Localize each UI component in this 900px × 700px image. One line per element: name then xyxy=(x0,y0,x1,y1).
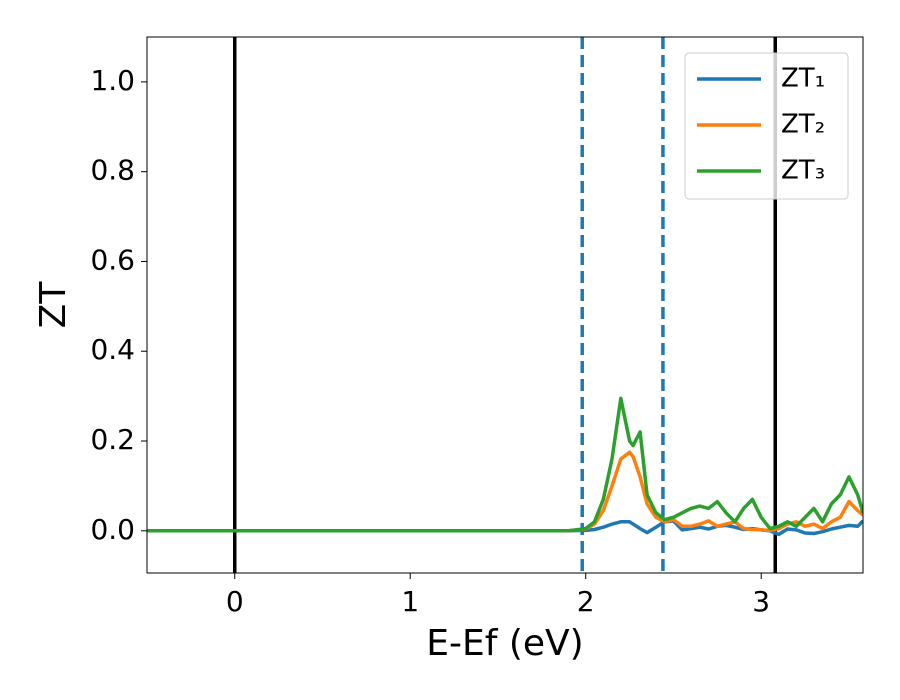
plot-frame xyxy=(146,36,864,574)
x-tick-label: 0 xyxy=(226,585,244,618)
y-tick-label: 0.4 xyxy=(90,333,135,366)
x-axis-label: E-Ef (eV) xyxy=(426,623,583,664)
series-line xyxy=(147,450,863,533)
legend-box xyxy=(684,52,849,200)
x-tick-label: 2 xyxy=(577,585,595,618)
y-tick-label: 0.2 xyxy=(90,423,135,456)
x-tick-label: 1 xyxy=(401,585,419,618)
y-axis-label: ZT xyxy=(33,281,74,329)
series-line xyxy=(147,519,863,537)
legend-label: ZT₁ xyxy=(781,64,825,94)
y-tick-label: 0.8 xyxy=(90,154,135,187)
legend-label: ZT₂ xyxy=(781,110,825,140)
y-tick-label: 0.0 xyxy=(90,513,135,546)
series-line xyxy=(147,396,863,533)
y-tick-label: 1.0 xyxy=(90,64,135,97)
y-tick-label: 0.6 xyxy=(90,243,135,276)
x-tick-label: 3 xyxy=(752,585,770,618)
legend-label: ZT₃ xyxy=(781,156,825,186)
